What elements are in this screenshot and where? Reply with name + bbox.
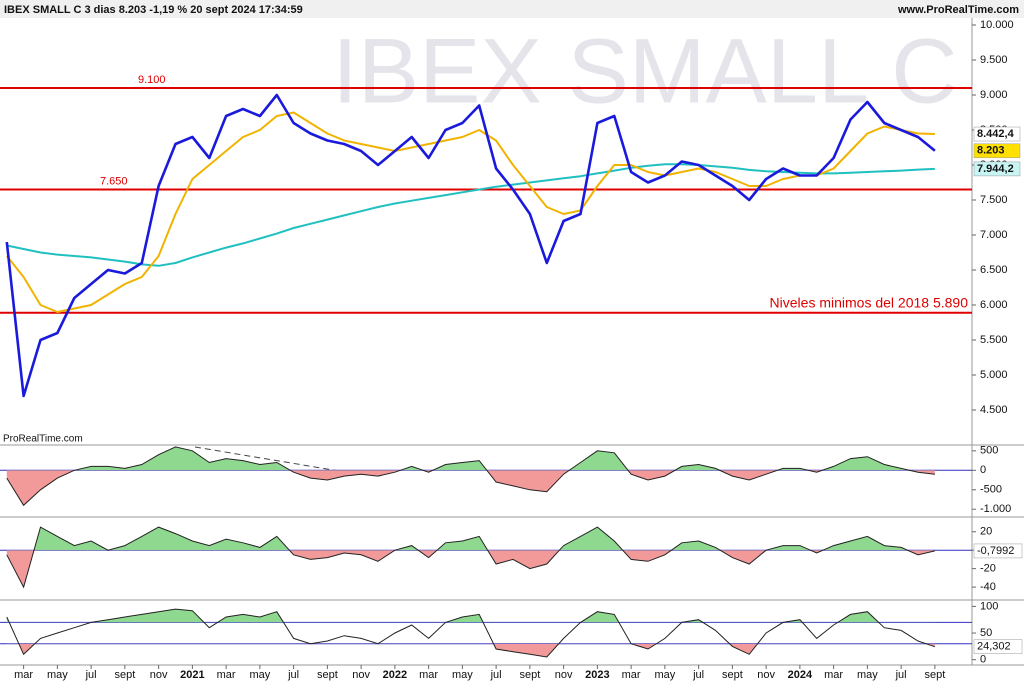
price-tag-label: 8.442,4 [977, 128, 1015, 140]
series-line [6, 111, 935, 313]
x-tick-label: 2023 [585, 669, 609, 681]
header-bar [0, 0, 1024, 18]
level-label: Niveles minimos del 2018 5.890 [770, 294, 969, 310]
y-tick-label: -40 [980, 581, 996, 593]
x-tick-label: mar [824, 669, 843, 681]
series-line [6, 163, 935, 267]
x-tick-label: 2021 [180, 669, 204, 681]
negative-area [6, 643, 935, 657]
y-tick-label: 6.000 [980, 299, 1008, 311]
x-tick-label: nov [555, 669, 573, 681]
y-tick-label: 500 [980, 445, 998, 457]
y-tick-label: 50 [980, 627, 992, 639]
x-tick-label: may [654, 669, 675, 681]
indicator-line [6, 446, 935, 507]
y-tick-label: -1.000 [980, 503, 1011, 515]
positive-area [6, 446, 935, 471]
x-tick-label: sept [317, 669, 338, 681]
y-tick-label: 9.000 [980, 89, 1008, 101]
x-tick-label: jul [85, 669, 97, 681]
x-tick-label: nov [150, 669, 168, 681]
y-tick-label: 6.500 [980, 264, 1008, 276]
y-tick-label: -500 [980, 484, 1002, 496]
x-tick-label: may [857, 669, 878, 681]
x-tick-label: mar [14, 669, 33, 681]
y-tick-label: 0 [980, 464, 986, 476]
x-tick-label: jul [692, 669, 704, 681]
y-tick-label: 10.000 [980, 19, 1014, 31]
x-tick-label: mar [217, 669, 236, 681]
x-tick-label: sept [519, 669, 540, 681]
y-tick-label: 0 [980, 654, 986, 666]
positive-area [6, 527, 935, 551]
y-tick-label: 5.500 [980, 334, 1008, 346]
x-tick-label: may [452, 669, 473, 681]
y-tick-label: 7.000 [980, 229, 1008, 241]
y-tick-label: -20 [980, 563, 996, 575]
value-tag-label: 24,302 [977, 641, 1011, 653]
indicator-line [6, 526, 936, 589]
watermark: IBEX SMALL C [332, 20, 958, 122]
source: www.ProRealTime.com [897, 4, 1019, 16]
x-tick-label: mar [622, 669, 641, 681]
x-tick-label: sept [924, 669, 945, 681]
value-tag-label: -0,7992 [977, 545, 1014, 557]
x-tick-label: mar [419, 669, 438, 681]
x-tick-label: sept [722, 669, 743, 681]
y-tick-label: 4.500 [980, 404, 1008, 416]
x-tick-label: sept [114, 669, 135, 681]
x-tick-label: nov [757, 669, 775, 681]
price-tag-label: 7.944,2 [977, 163, 1014, 175]
indicator-line [6, 608, 936, 658]
level-label: 9.100 [138, 74, 166, 86]
y-tick-label: 100 [980, 600, 998, 612]
series-line [5, 93, 936, 398]
y-tick-label: 5.000 [980, 369, 1008, 381]
x-tick-label: 2024 [788, 669, 813, 681]
chart-title: IBEX SMALL C 3 dias 8.203 -1,19 % 20 sep… [4, 4, 303, 16]
x-tick-label: nov [352, 669, 370, 681]
value-tag [973, 639, 1023, 654]
brand: ProRealTime.com [3, 434, 83, 445]
x-tick-label: may [47, 669, 68, 681]
x-tick-label: jul [490, 669, 502, 681]
price-tag [973, 143, 1021, 159]
y-tick-label: 9.500 [980, 54, 1008, 66]
price-tag-label: 8.203 [977, 145, 1005, 157]
y-tick-label: 20 [980, 526, 992, 538]
y-tick-label: 7.500 [980, 194, 1008, 206]
x-tick-label: may [249, 669, 270, 681]
price-tag [973, 126, 1021, 142]
x-tick-label: jul [895, 669, 907, 681]
price-tag [973, 161, 1021, 177]
level-label: 7.650 [100, 175, 128, 187]
x-tick-label: jul [287, 669, 299, 681]
value-tag [973, 543, 1023, 559]
trend-line [194, 446, 346, 473]
x-tick-label: 2022 [383, 669, 407, 681]
